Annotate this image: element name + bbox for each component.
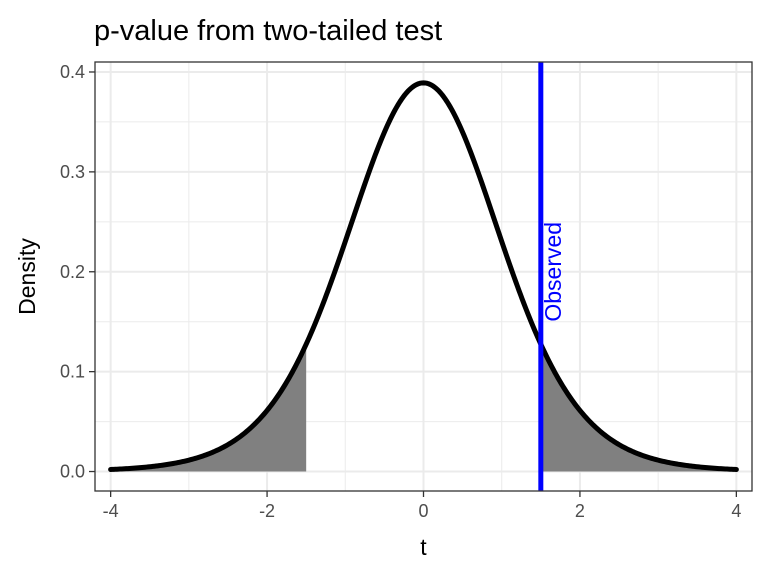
x-axis: -4 -2 0 2 4 bbox=[103, 491, 741, 521]
grid-major bbox=[95, 62, 752, 491]
x-tick-label: 2 bbox=[575, 501, 585, 521]
y-tick-label: 0.4 bbox=[60, 62, 85, 82]
y-axis-label: Density bbox=[14, 238, 40, 315]
y-tick-label: 0.1 bbox=[60, 362, 85, 382]
y-tick-label: 0.0 bbox=[60, 462, 85, 482]
chart-title: p-value from two-tailed test bbox=[94, 15, 442, 47]
shaded-tail-left bbox=[110, 344, 307, 472]
y-axis: 0.0 0.1 0.2 0.3 0.4 bbox=[60, 62, 95, 482]
x-axis-label: t bbox=[420, 534, 427, 560]
x-tick-label: 4 bbox=[731, 501, 741, 521]
observed-label: Observed bbox=[540, 222, 566, 322]
density-curve bbox=[108, 80, 739, 472]
y-tick-label: 0.2 bbox=[60, 262, 85, 282]
y-tick-label: 0.3 bbox=[60, 162, 85, 182]
x-tick-label: -2 bbox=[259, 501, 275, 521]
shaded-tail-right bbox=[540, 344, 737, 472]
shaded-areas bbox=[110, 344, 737, 472]
x-tick-label: -4 bbox=[103, 501, 119, 521]
x-tick-label: 0 bbox=[418, 501, 428, 521]
